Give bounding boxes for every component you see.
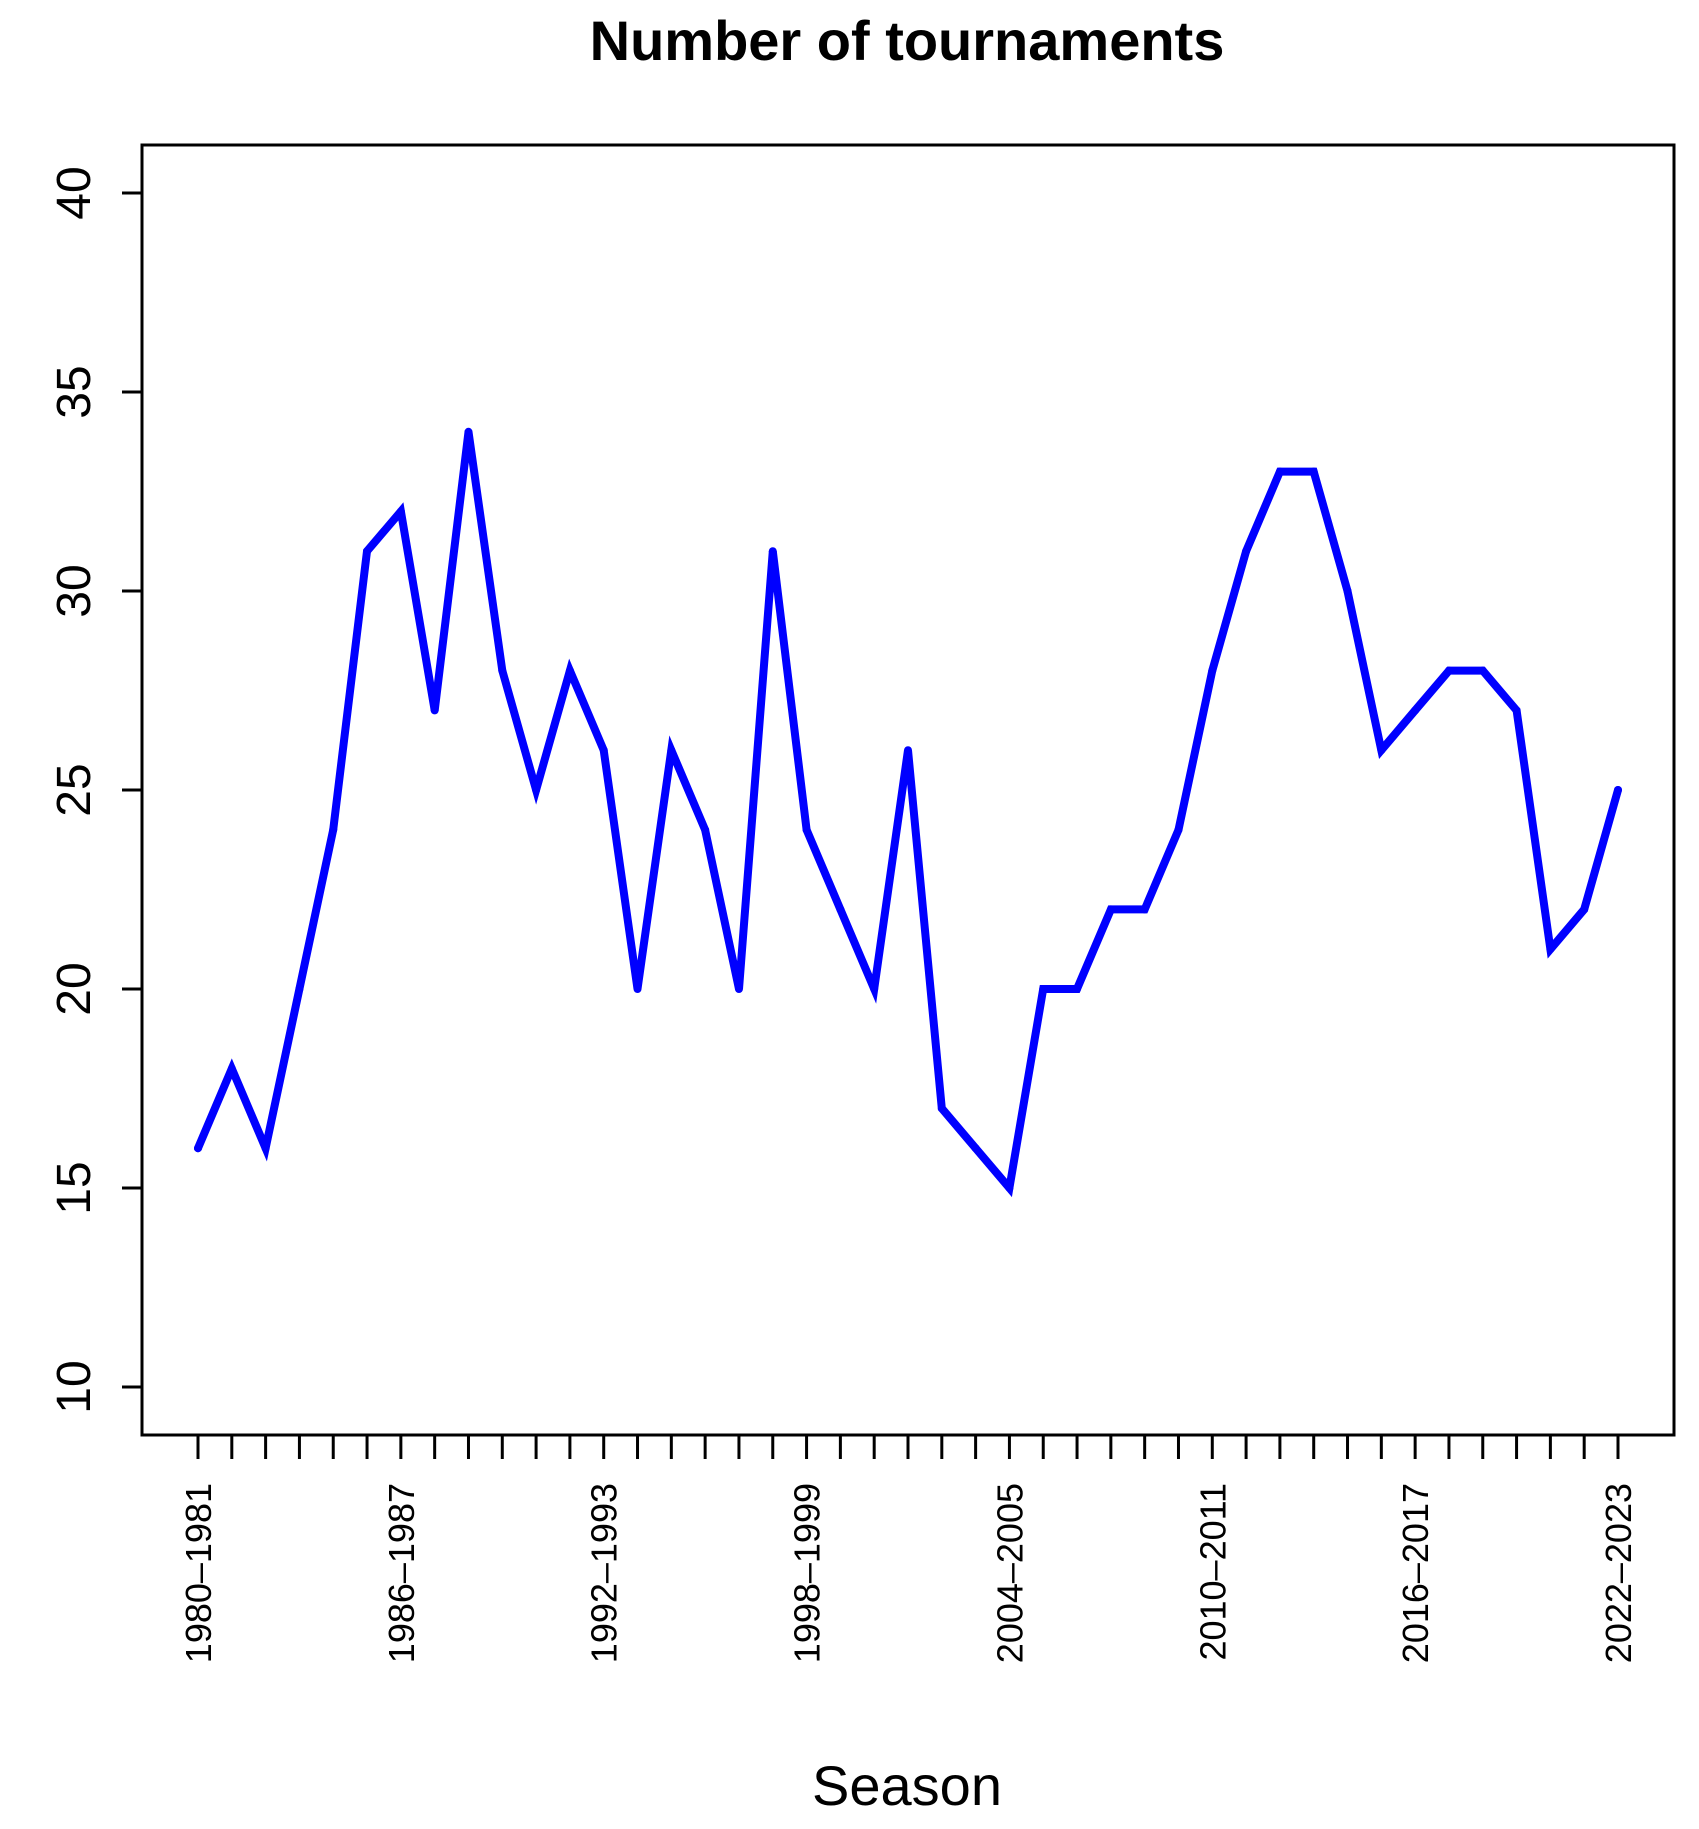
y-tick-label: 30 — [48, 564, 101, 617]
data-point — [1005, 1184, 1014, 1192]
data-point — [498, 666, 507, 675]
data-point — [870, 985, 879, 993]
x-tick-label: 2004–2005 — [989, 1483, 1030, 1663]
data-point — [464, 427, 473, 436]
data-point — [396, 507, 405, 516]
data-point — [1444, 666, 1453, 675]
data-point — [734, 985, 743, 993]
x-tick-label: 2016–2017 — [1395, 1483, 1436, 1663]
data-point — [904, 746, 912, 755]
data-point — [1546, 945, 1555, 954]
x-tick-label: 1986–1987 — [381, 1483, 422, 1663]
data-point — [768, 547, 777, 556]
data-point — [1614, 786, 1622, 794]
x-axis-label: Season — [812, 1754, 1002, 1817]
data-point — [194, 1144, 202, 1153]
data-point — [1377, 746, 1386, 755]
data-point — [227, 1064, 236, 1073]
data-point — [633, 985, 642, 993]
data-point — [802, 825, 811, 834]
y-tick-label: 40 — [48, 166, 101, 219]
data-point — [971, 1144, 980, 1153]
data-point — [667, 746, 676, 755]
y-tick-label: 15 — [48, 1161, 101, 1214]
data-point — [836, 905, 845, 914]
data-point — [1140, 905, 1149, 914]
y-tick-label: 10 — [48, 1360, 101, 1413]
data-point — [565, 666, 574, 675]
x-axis: 1980–1981 1986–1987 1992–1993 1998–1999 2004… — [178, 1433, 1639, 1663]
data-point — [1309, 467, 1318, 476]
data-point — [1106, 905, 1115, 914]
data-point — [532, 786, 541, 794]
data-point — [1208, 666, 1217, 675]
data-point — [329, 825, 338, 834]
data-point — [430, 706, 439, 715]
x-tick-label: 1998–1999 — [787, 1483, 828, 1663]
data-point — [1343, 587, 1352, 595]
data-point — [1478, 666, 1487, 675]
y-tick-label: 25 — [48, 763, 101, 816]
data-point — [1039, 985, 1048, 993]
series-line-0 — [194, 431, 1622, 1198]
data-point — [701, 825, 710, 834]
x-tick-label: 1980–1981 — [178, 1483, 219, 1663]
data-point — [1174, 825, 1183, 834]
y-tick-label: 20 — [48, 962, 101, 1015]
data-point — [1275, 467, 1284, 476]
chart-title: Number of tournaments — [590, 9, 1225, 72]
data-point — [1411, 706, 1420, 715]
data-point — [1073, 985, 1082, 993]
data-point — [937, 1104, 946, 1113]
data-point — [1242, 547, 1251, 556]
x-tick-label: 2022–2023 — [1598, 1483, 1639, 1663]
y-axis: 10 15 20 25 30 35 40 — [48, 166, 144, 1414]
series-layer — [194, 427, 1622, 1198]
data-point — [1512, 706, 1521, 715]
data-point — [295, 985, 304, 993]
y-tick-label: 35 — [48, 365, 101, 418]
x-tick-label: 2010–2011 — [1192, 1483, 1233, 1661]
data-point — [261, 1144, 270, 1153]
data-point — [599, 746, 608, 755]
data-point — [363, 547, 372, 556]
data-point — [1580, 905, 1589, 914]
x-tick-label: 1992–1993 — [584, 1483, 625, 1663]
